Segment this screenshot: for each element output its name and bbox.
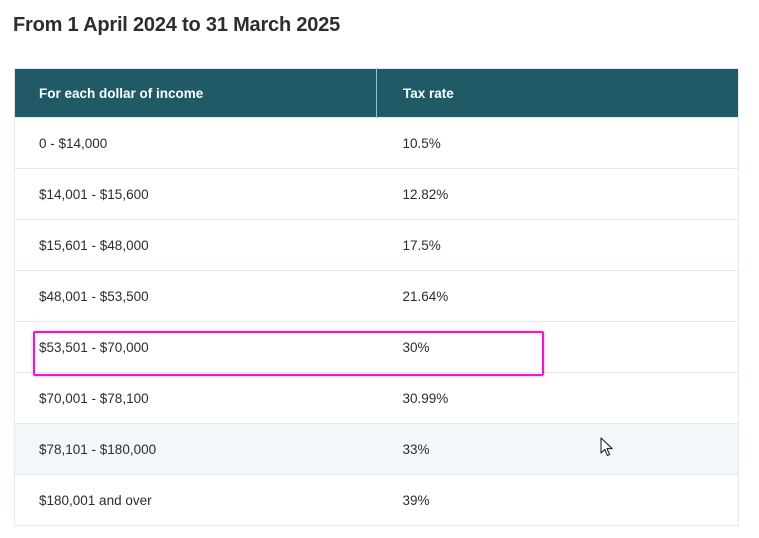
- tax-rate-cell: 30.99%: [376, 372, 739, 424]
- tax-rate-cell: 39%: [376, 474, 739, 526]
- income-bracket-cell: $70,001 - $78,100: [14, 372, 377, 424]
- tax-rate-table: For each dollar of income Tax rate 0 - $…: [14, 68, 739, 526]
- tax-rate-cell: 33%: [376, 423, 739, 475]
- tax-rate-cell: 12.82%: [376, 168, 739, 220]
- income-bracket-cell: $14,001 - $15,600: [14, 168, 377, 220]
- mouse-pointer-icon: [600, 437, 613, 457]
- table-row: $15,601 - $48,000 17.5%: [14, 219, 739, 271]
- tax-rate-cell: 17.5%: [376, 219, 739, 271]
- income-bracket-cell: $15,601 - $48,000: [14, 219, 377, 271]
- table-row: $70,001 - $78,100 30.99%: [14, 372, 739, 424]
- table-row: $14,001 - $15,600 12.82%: [14, 168, 739, 220]
- table-row: $53,501 - $70,000 30%: [14, 321, 739, 373]
- income-bracket-cell: $78,101 - $180,000: [14, 423, 377, 475]
- table-row: 0 - $14,000 10.5%: [14, 117, 739, 169]
- table-row-hovered: $78,101 - $180,000 33%: [14, 423, 739, 475]
- tax-rate-cell: 10.5%: [376, 117, 739, 169]
- income-bracket-cell: 0 - $14,000: [14, 117, 377, 169]
- column-header-tax-rate: Tax rate: [376, 68, 739, 118]
- income-bracket-cell: $180,001 and over: [14, 474, 377, 526]
- income-bracket-cell: $48,001 - $53,500: [14, 270, 377, 322]
- table-header-row: For each dollar of income Tax rate: [14, 68, 739, 118]
- income-bracket-cell: $53,501 - $70,000: [14, 321, 377, 373]
- tax-rate-cell: 21.64%: [376, 270, 739, 322]
- table-row: $180,001 and over 39%: [14, 474, 739, 526]
- table-row: $48,001 - $53,500 21.64%: [14, 270, 739, 322]
- page-title: From 1 April 2024 to 31 March 2025: [13, 14, 341, 36]
- column-header-income: For each dollar of income: [14, 68, 377, 118]
- tax-rate-cell: 30%: [376, 321, 739, 373]
